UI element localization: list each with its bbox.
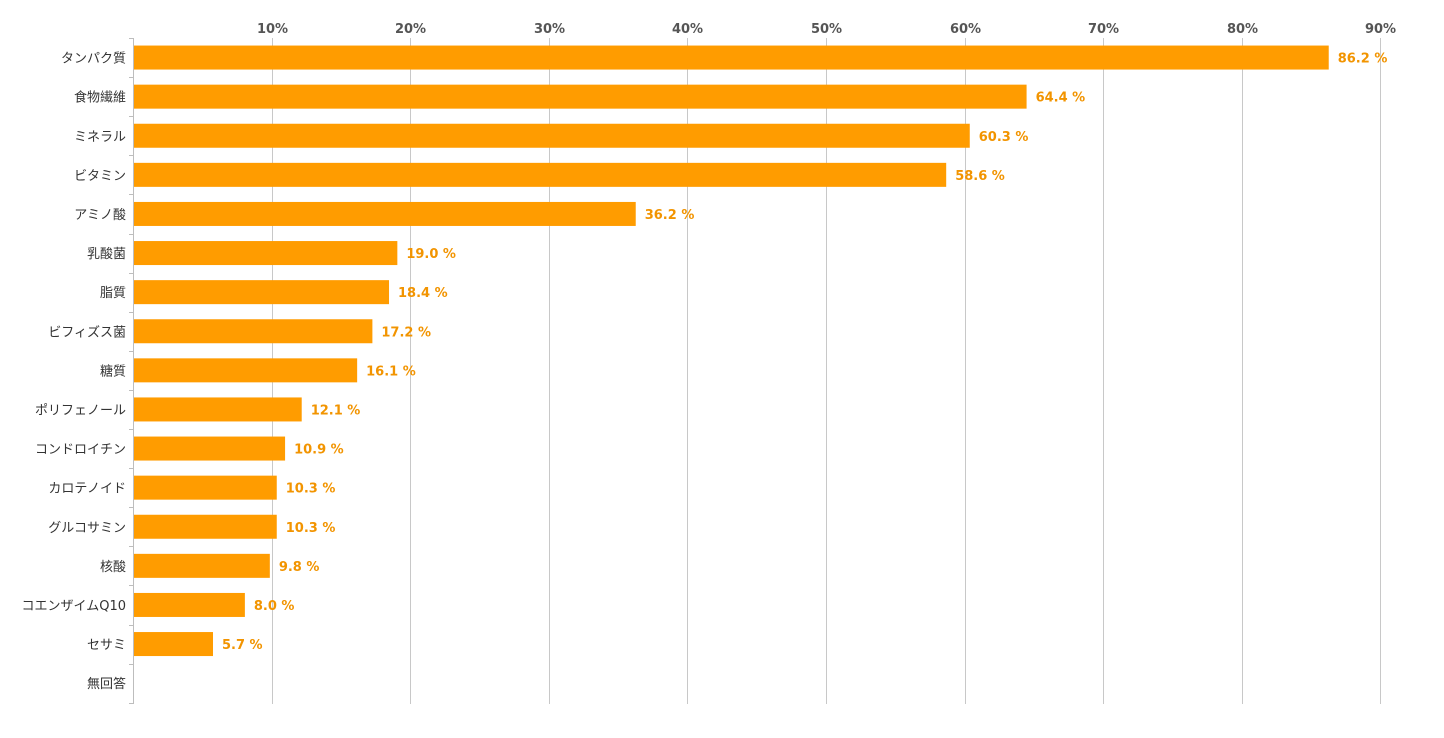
category-label: コンドロイチン	[35, 443, 126, 458]
bar	[134, 84, 1027, 109]
gridlines	[272, 38, 1381, 704]
bars	[134, 45, 1329, 657]
value-label: 58.6 %	[955, 169, 1005, 184]
axes	[129, 38, 134, 704]
category-label: アミノ酸	[74, 208, 126, 223]
bar	[134, 241, 398, 266]
category-label: 脂質	[100, 286, 126, 301]
x-tick-label: 30%	[534, 22, 565, 37]
value-label: 9.8 %	[279, 560, 320, 575]
value-label: 36.2 %	[645, 208, 695, 223]
x-tick-label: 60%	[950, 22, 981, 37]
bar	[134, 201, 636, 226]
x-tick-label: 20%	[395, 22, 426, 37]
category-label: セサミ	[87, 638, 126, 653]
value-label: 8.0 %	[254, 599, 295, 614]
category-label: 乳酸菌	[87, 247, 126, 262]
category-label: 核酸	[100, 560, 126, 575]
bar	[134, 358, 358, 383]
value-label: 5.7 %	[222, 638, 263, 653]
category-labels: タンパク質食物繊維ミネラルビタミンアミノ酸乳酸菌脂質ビフィズス菌糖質ポリフェノー…	[21, 52, 126, 693]
bar	[134, 123, 970, 148]
bar	[134, 397, 302, 422]
bar	[134, 45, 1329, 70]
bar	[134, 436, 286, 461]
category-label: タンパク質	[61, 52, 126, 67]
x-tick-label: 50%	[811, 22, 842, 37]
value-label: 19.0 %	[406, 247, 456, 262]
category-label: ビフィズス菌	[48, 324, 126, 340]
value-label: 64.4 %	[1036, 91, 1086, 106]
value-label: 60.3 %	[979, 130, 1029, 145]
x-tick-label: 70%	[1088, 22, 1119, 37]
value-label: 16.1 %	[366, 364, 416, 379]
category-label: グルコサミン	[48, 521, 126, 536]
value-label: 10.9 %	[294, 443, 344, 458]
value-label: 86.2 %	[1338, 52, 1388, 67]
category-label: 無回答	[87, 676, 126, 692]
value-labels: 86.2 % 64.4 % 60.3 % 58.6 % 36.2 % 19.0 % 18.4…	[222, 52, 1388, 653]
x-tick-label: 80%	[1227, 22, 1258, 37]
x-tick-label: 10%	[257, 22, 288, 37]
value-label: 18.4 %	[398, 286, 448, 301]
x-tick-label: 40%	[672, 22, 703, 37]
x-tick-labels: 10% 20% 30% 40% 50% 60% 70% 80% 90%	[257, 22, 1396, 37]
value-label: 12.1 %	[311, 403, 361, 418]
category-label: ポリフェノール	[35, 403, 126, 418]
bar	[134, 592, 245, 617]
value-label: 10.3 %	[286, 521, 336, 536]
category-label: 食物繊維	[74, 90, 126, 106]
value-label: 17.2 %	[381, 325, 431, 340]
bar	[134, 162, 947, 187]
x-tick-label: 90%	[1365, 22, 1396, 37]
category-label: 糖質	[100, 363, 126, 379]
value-label: 10.3 %	[286, 482, 336, 497]
bar	[134, 319, 373, 344]
bar	[134, 280, 390, 305]
bar	[134, 553, 270, 578]
bar	[134, 632, 214, 657]
category-label: カロテノイド	[48, 482, 126, 497]
category-label: コエンザイムQ10	[21, 599, 126, 614]
category-label: ビタミン	[74, 169, 126, 184]
bar	[134, 514, 277, 539]
bar	[134, 475, 277, 500]
category-label: ミネラル	[74, 130, 126, 145]
